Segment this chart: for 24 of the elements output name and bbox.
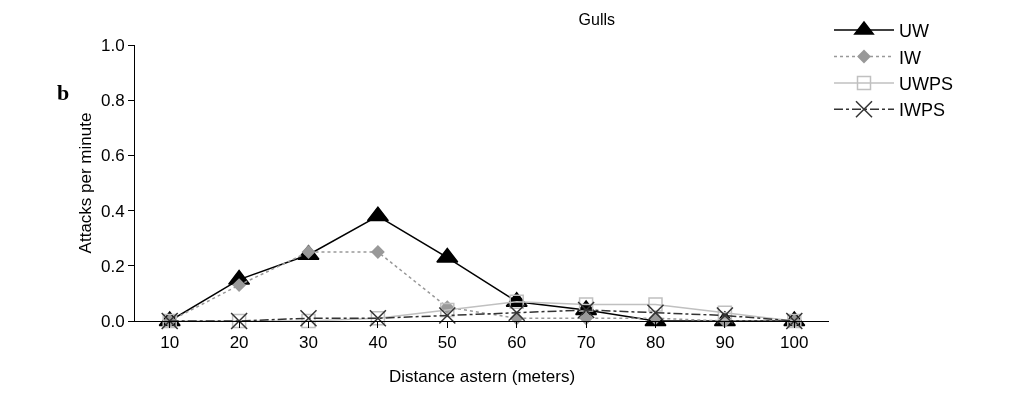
x-tick-label: 20 <box>229 333 249 353</box>
chart-title: Gulls <box>578 11 616 29</box>
legend-label: IW <box>899 47 921 68</box>
x-tick-label: 10 <box>160 333 180 353</box>
y-tick-label: 0.2 <box>100 256 125 276</box>
x-tick-label: 30 <box>299 333 318 353</box>
x-tick-label: 50 <box>437 333 457 353</box>
y-tick-label: 0.4 <box>100 201 125 221</box>
legend-label: UWPS <box>899 73 953 94</box>
y-axis-title: Attacks per minute <box>76 112 95 254</box>
y-tick-label: 0.0 <box>100 311 125 331</box>
x-axis-title: Distance astern (meters) <box>388 367 576 386</box>
y-tick-label: 0.8 <box>100 91 125 111</box>
y-tick-label: 1.0 <box>100 35 125 55</box>
x-tick-label: 60 <box>507 333 527 353</box>
x-tick-label: 90 <box>715 333 735 353</box>
x-tick-label: 100 <box>780 333 809 353</box>
x-tick-label: 80 <box>646 333 665 353</box>
x-tick-label: 70 <box>576 333 596 353</box>
x-tick-label: 40 <box>368 333 388 353</box>
legend-label: UW <box>899 21 929 42</box>
y-tick-label: 0.6 <box>100 146 125 166</box>
text: b <box>57 80 70 105</box>
legend-label: IWPS <box>899 100 946 121</box>
